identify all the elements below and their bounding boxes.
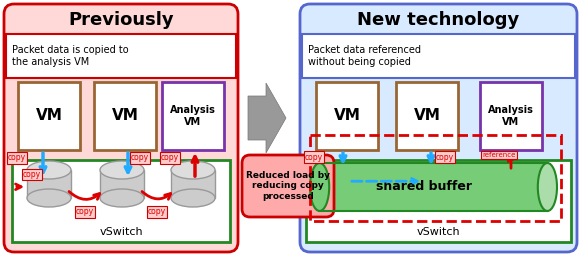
- Bar: [18, 82, 80, 150]
- Text: VM: VM: [35, 109, 62, 123]
- Ellipse shape: [538, 163, 557, 211]
- Text: vSwitch: vSwitch: [417, 227, 460, 237]
- Bar: [162, 82, 224, 150]
- Text: New technology: New technology: [357, 11, 519, 29]
- Bar: [12, 160, 230, 242]
- Bar: [100, 170, 144, 198]
- Bar: [94, 82, 156, 150]
- Bar: [316, 82, 378, 150]
- Bar: [320, 163, 547, 211]
- FancyBboxPatch shape: [242, 155, 334, 217]
- Text: Packet data is copied to
the analysis VM: Packet data is copied to the analysis VM: [12, 45, 128, 67]
- Bar: [6, 34, 236, 78]
- Text: copy: copy: [23, 170, 41, 179]
- Text: copy: copy: [436, 153, 454, 162]
- Ellipse shape: [100, 189, 144, 207]
- Ellipse shape: [310, 163, 329, 211]
- FancyBboxPatch shape: [4, 4, 238, 252]
- Text: copy: copy: [76, 208, 94, 217]
- Bar: [310, 135, 561, 221]
- Bar: [302, 34, 575, 78]
- Bar: [396, 82, 458, 150]
- Bar: [306, 160, 571, 242]
- Text: VM: VM: [333, 109, 360, 123]
- Text: Analysis
VM: Analysis VM: [488, 105, 534, 127]
- Text: Previously: Previously: [68, 11, 174, 29]
- Ellipse shape: [27, 189, 71, 207]
- Text: copy: copy: [161, 154, 179, 163]
- Text: copy: copy: [305, 153, 323, 162]
- Text: Analysis
VM: Analysis VM: [170, 105, 216, 127]
- Bar: [171, 170, 215, 198]
- Bar: [480, 82, 542, 150]
- Text: reference: reference: [482, 152, 516, 158]
- Ellipse shape: [100, 161, 144, 179]
- Text: VM: VM: [112, 109, 138, 123]
- Text: Packet data referenced
without being copied: Packet data referenced without being cop…: [308, 45, 421, 67]
- Text: copy: copy: [148, 208, 166, 217]
- Text: Reduced load by
reducing copy
processed: Reduced load by reducing copy processed: [246, 171, 330, 201]
- Ellipse shape: [27, 161, 71, 179]
- Bar: [27, 170, 71, 198]
- Polygon shape: [248, 83, 286, 153]
- Text: shared buffer: shared buffer: [375, 180, 472, 194]
- Text: copy: copy: [131, 154, 149, 163]
- Text: vSwitch: vSwitch: [99, 227, 143, 237]
- Ellipse shape: [171, 161, 215, 179]
- Text: copy: copy: [8, 154, 26, 163]
- FancyBboxPatch shape: [300, 4, 577, 252]
- Text: VM: VM: [414, 109, 440, 123]
- Ellipse shape: [171, 189, 215, 207]
